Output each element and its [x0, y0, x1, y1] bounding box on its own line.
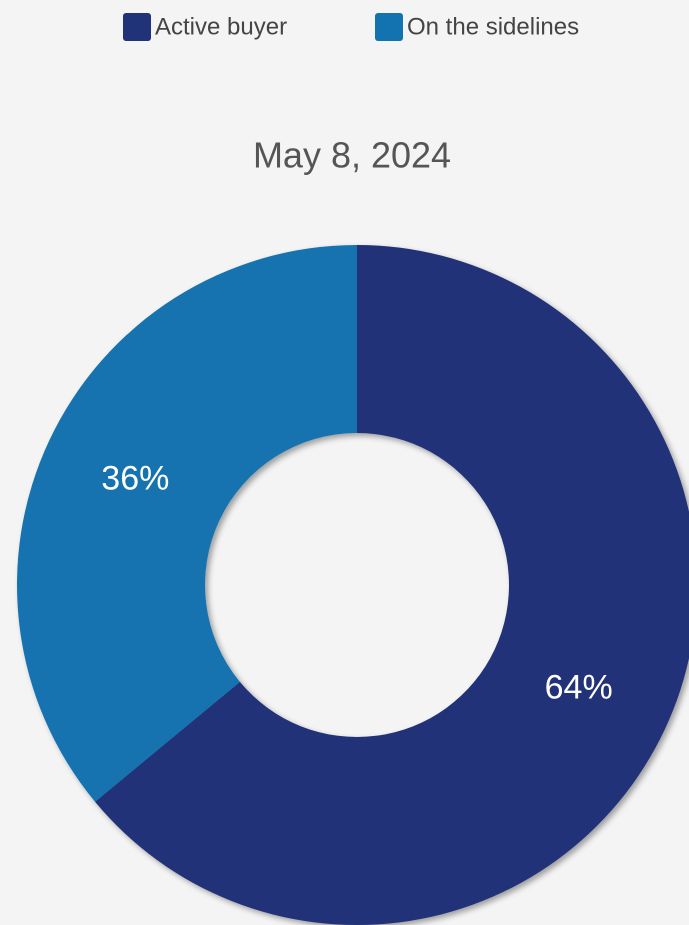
legend-swatch [123, 13, 151, 41]
value-label: 36% [101, 460, 169, 498]
value-label: 64% [545, 668, 613, 706]
legend-label: On the sidelines [407, 13, 579, 40]
donut [16, 245, 689, 925]
legend-swatch [375, 13, 403, 41]
legend: Active buyer On the sidelines [123, 13, 579, 41]
legend-label: Active buyer [155, 13, 287, 40]
chart-title: May 8, 2024 [253, 135, 451, 176]
slice [95, 245, 689, 925]
pie: 64% 36% [16, 245, 689, 925]
slice [16, 245, 358, 802]
